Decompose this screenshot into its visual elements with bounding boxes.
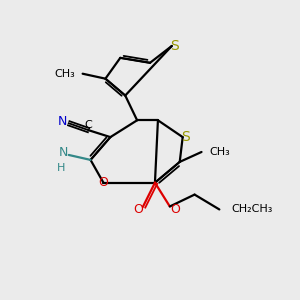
Text: N: N <box>58 115 68 128</box>
Text: N: N <box>59 146 68 160</box>
Text: S: S <box>170 39 179 53</box>
Text: O: O <box>170 203 180 216</box>
Text: C: C <box>85 120 92 130</box>
Text: CH₃: CH₃ <box>209 147 230 157</box>
Text: O: O <box>133 203 143 216</box>
Text: O: O <box>98 176 108 189</box>
Text: S: S <box>181 130 190 144</box>
Text: CH₂CH₃: CH₂CH₃ <box>231 204 273 214</box>
Text: H: H <box>57 163 65 173</box>
Text: CH₃: CH₃ <box>54 69 75 79</box>
